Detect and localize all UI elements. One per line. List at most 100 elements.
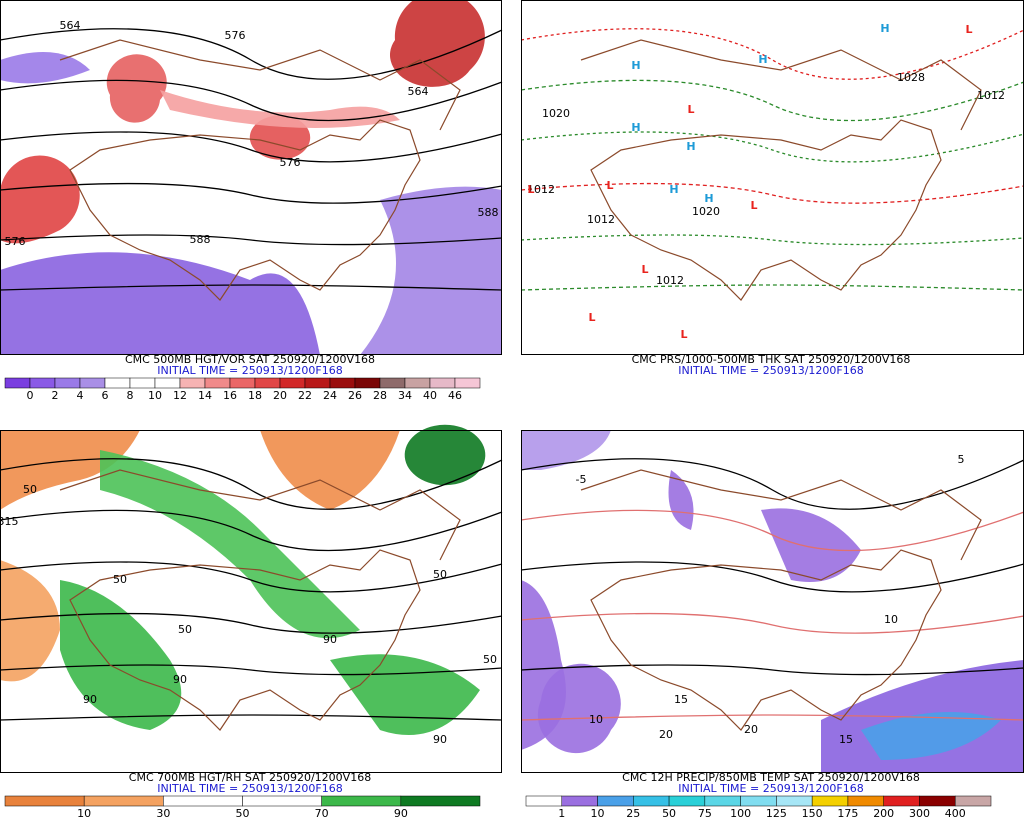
canada-border bbox=[59, 39, 461, 131]
contour-line bbox=[520, 509, 1024, 552]
contour-label: 90 bbox=[323, 633, 337, 646]
contour-label: 90 bbox=[433, 733, 447, 746]
colorbar-swatch bbox=[83, 795, 164, 807]
contour-label: 1020 bbox=[692, 205, 720, 218]
map-frame bbox=[0, 430, 502, 773]
contour-label: 576 bbox=[280, 156, 301, 169]
contour-label: 10 bbox=[884, 613, 898, 626]
contour-label: 50 bbox=[433, 568, 447, 581]
panel: 1020 1012 1012 1020 1028 1012 1012 H H H H H H H L L L L L… bbox=[520, 0, 1024, 377]
colorbar-label: 8 bbox=[127, 389, 134, 402]
contour-line bbox=[0, 131, 503, 163]
colorbar-label: 175 bbox=[837, 807, 858, 819]
contour-line bbox=[0, 664, 503, 676]
state-borders bbox=[590, 119, 942, 301]
contour-label: 576 bbox=[5, 235, 26, 248]
pressure-center: H bbox=[880, 22, 889, 35]
colorbar-swatch bbox=[154, 377, 181, 389]
colorbar-label: 28 bbox=[373, 389, 387, 402]
contour-label: 50 bbox=[483, 653, 497, 666]
contour-line bbox=[0, 509, 503, 552]
pressure-center: H bbox=[686, 140, 695, 153]
initial-time: INITIAL TIME = 250913/1200F168 bbox=[678, 782, 863, 795]
pressure-center: H bbox=[669, 183, 678, 196]
colorbar-swatch bbox=[229, 377, 256, 389]
map-frame bbox=[0, 0, 502, 355]
contour-label: 50 bbox=[113, 573, 127, 586]
map: 564 576 588 576 576 588 564 bbox=[0, 0, 503, 355]
contour-label: 1012 bbox=[527, 183, 555, 196]
shaded-field bbox=[537, 663, 621, 754]
shaded-field bbox=[668, 470, 694, 530]
contour-line bbox=[0, 714, 503, 721]
pressure-center: L bbox=[641, 263, 648, 276]
shaded-field bbox=[761, 508, 861, 582]
contour-line bbox=[520, 612, 1024, 634]
panel-title: CMC PRS/1000-500MB THK SAT 250920/1200V1… bbox=[632, 353, 911, 366]
colorbar-label: 2 bbox=[52, 389, 59, 402]
contour-line bbox=[0, 284, 503, 291]
contour-label: 1012 bbox=[656, 274, 684, 287]
contour-line bbox=[520, 664, 1024, 676]
contour-label: 20 bbox=[744, 723, 758, 736]
panel-title: CMC 12H PRECIP/850MB TEMP SAT 250920/120… bbox=[622, 771, 920, 784]
colorbar-swatch bbox=[633, 795, 670, 807]
contour-label: 10 bbox=[589, 713, 603, 726]
shaded-field bbox=[0, 430, 140, 510]
contour-label: 1020 bbox=[542, 107, 570, 120]
colorbar-label: 200 bbox=[873, 807, 894, 819]
colorbar-label: 22 bbox=[298, 389, 312, 402]
state-borders bbox=[69, 549, 421, 731]
colorbar-swatch bbox=[4, 795, 85, 807]
canada-border bbox=[59, 469, 461, 561]
colorbar-swatch bbox=[919, 795, 956, 807]
colorbar-label: 10 bbox=[148, 389, 162, 402]
colorbar-swatch bbox=[379, 377, 406, 389]
colorbar-label: 40 bbox=[423, 389, 437, 402]
contour-line bbox=[520, 714, 1024, 721]
contour-label: 564 bbox=[60, 19, 81, 32]
colorbar-swatch bbox=[54, 377, 81, 389]
colorbar-swatch bbox=[954, 795, 992, 807]
colorbar-label: 14 bbox=[198, 389, 212, 402]
colorbar-swatch bbox=[811, 795, 849, 807]
contour-label: 1028 bbox=[897, 71, 925, 84]
colorbar-label: 75 bbox=[698, 807, 712, 819]
colorbar-swatch bbox=[242, 795, 322, 807]
colorbar-swatch bbox=[29, 377, 56, 389]
contour-line bbox=[520, 561, 1024, 593]
shaded-field bbox=[0, 155, 80, 244]
panel: -5 10 15 20 20 10 15 5 CMC 12H PRECIP/850MB TEMP… bbox=[520, 430, 1024, 819]
contour-line bbox=[520, 284, 1024, 291]
pressure-center: H bbox=[704, 192, 713, 205]
colorbar-swatch bbox=[597, 795, 634, 807]
contour-label: 564 bbox=[408, 85, 429, 98]
colorbar-label: 34 bbox=[398, 389, 412, 402]
colorbar-label: 400 bbox=[945, 807, 966, 819]
colorbar-swatch bbox=[321, 795, 402, 807]
colorbar-label: 10 bbox=[77, 807, 91, 819]
contour-label: 576 bbox=[225, 29, 246, 42]
contour-label: 588 bbox=[190, 233, 211, 246]
pressure-center: L bbox=[680, 328, 687, 341]
colorbar-swatch bbox=[204, 377, 231, 389]
shaded-field bbox=[100, 450, 360, 639]
colorbar-label: 6 bbox=[102, 389, 109, 402]
colorbar-swatch bbox=[525, 795, 563, 807]
colorbar-label: 16 bbox=[223, 389, 237, 402]
colorbar-swatch bbox=[400, 795, 481, 807]
map: 1020 1012 1012 1020 1028 1012 1012 H H H H H H H L L L L L… bbox=[520, 0, 1024, 355]
contour-label: 315 bbox=[0, 515, 19, 528]
shaded-field bbox=[521, 430, 611, 470]
contour-line bbox=[520, 131, 1024, 163]
colorbar-label: 46 bbox=[448, 389, 462, 402]
colorbar-label: 30 bbox=[156, 807, 170, 819]
colorbar-label: 300 bbox=[909, 807, 930, 819]
colorbar-swatch bbox=[776, 795, 813, 807]
pressure-center: H bbox=[631, 59, 640, 72]
pressure-center: L bbox=[687, 103, 694, 116]
colorbar-swatch bbox=[847, 795, 884, 807]
colorbar-label: 4 bbox=[77, 389, 84, 402]
shaded-field bbox=[60, 580, 182, 730]
